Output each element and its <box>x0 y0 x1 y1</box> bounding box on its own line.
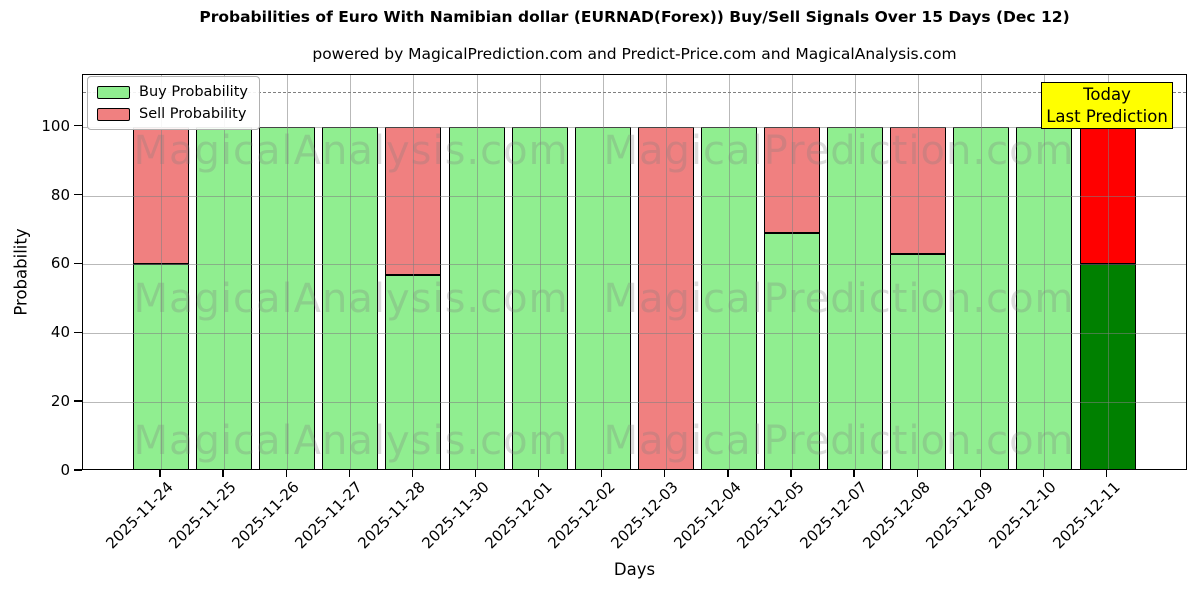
x-tick-label: 2025-11-28 <box>354 478 430 553</box>
gridline <box>539 75 541 469</box>
legend-item-sell: Sell Probability <box>97 106 248 122</box>
x-tick-mark <box>411 470 414 477</box>
today-annotation-line1: Today <box>1083 85 1131 104</box>
x-tick-mark <box>664 470 666 477</box>
x-tick-mark <box>348 470 350 477</box>
gridline <box>602 75 604 469</box>
y-tick-mark <box>74 193 82 196</box>
watermark-text: MagicalAnalysis.com <box>133 276 569 322</box>
watermark-text: MagicalPrediction.com <box>603 276 1075 322</box>
threshold-line <box>83 92 1186 94</box>
today-annotation-line2: Last Prediction <box>1046 107 1168 126</box>
gridline <box>161 75 162 469</box>
watermark-text: MagicalPrediction.com <box>603 128 1075 174</box>
x-tick-mark <box>159 470 161 477</box>
x-tick-label: 2025-12-05 <box>733 478 808 553</box>
watermark-text: MagicalAnalysis.com <box>133 418 569 464</box>
y-tick-mark <box>74 262 82 265</box>
legend-label-buy: Buy Probability <box>139 84 248 100</box>
x-tick-label: 2025-11-27 <box>291 478 367 553</box>
y-tick-label: 100 <box>41 116 70 135</box>
x-tick-mark <box>853 470 855 477</box>
x-tick-mark <box>979 470 981 477</box>
gridline <box>665 75 667 469</box>
x-tick-mark <box>1105 470 1108 477</box>
x-tick-mark <box>727 470 729 477</box>
x-tick-label: 2025-12-03 <box>607 478 682 553</box>
x-tick-label: 2025-11-24 <box>102 478 177 553</box>
x-tick-label: 2025-11-26 <box>228 478 303 553</box>
gridline <box>855 75 857 469</box>
plot-area: MagicalAnalysis.com MagicalPrediction.com… <box>82 74 1187 470</box>
x-tick-mark <box>916 470 918 477</box>
x-axis-label: Days <box>613 560 656 579</box>
y-tick-mark <box>74 400 82 402</box>
gridline <box>1044 75 1046 469</box>
x-tick-mark <box>285 470 287 477</box>
x-tick-label: 2025-12-10 <box>985 478 1061 553</box>
gridline <box>83 195 1186 197</box>
gridline <box>287 75 289 469</box>
x-tick-mark <box>222 470 224 477</box>
x-tick-label: 2025-11-25 <box>165 478 240 553</box>
gridline <box>728 75 730 469</box>
y-tick-label: 40 <box>50 323 70 342</box>
x-tick-label: 2025-12-01 <box>480 478 556 553</box>
gridline <box>476 75 478 469</box>
gridline <box>83 264 1186 266</box>
gridline <box>918 75 920 469</box>
x-tick-mark <box>601 470 603 477</box>
legend-item-buy: Buy Probability <box>97 84 248 100</box>
x-tick-label: 2025-12-08 <box>859 478 934 553</box>
x-tick-label: 2025-12-09 <box>922 478 998 553</box>
gridline <box>83 402 1186 404</box>
x-tick-mark <box>1042 470 1045 477</box>
chart-title: Probabilities of Euro With Namibian doll… <box>199 8 1070 26</box>
x-tick-label: 2025-12-07 <box>796 478 871 553</box>
gridline <box>792 75 793 469</box>
y-tick-mark <box>74 331 82 333</box>
legend-label-sell: Sell Probability <box>139 106 247 122</box>
gridline <box>83 126 1186 128</box>
gridline <box>350 75 352 469</box>
watermark-text: MagicalAnalysis.com <box>133 128 569 174</box>
gridline <box>981 75 983 469</box>
x-tick-label: 2025-12-02 <box>544 478 619 553</box>
today-annotation: Today Last Prediction <box>1041 82 1173 129</box>
y-tick-label: 80 <box>50 185 70 204</box>
x-tick-mark <box>474 470 477 477</box>
gridline <box>83 333 1186 335</box>
y-tick-label: 20 <box>50 392 70 411</box>
y-tick-mark <box>74 124 82 127</box>
x-tick-label: 2025-11-30 <box>417 478 493 553</box>
x-tick-mark <box>790 470 792 477</box>
buy-probability-swatch-icon <box>97 85 130 99</box>
x-tick-label: 2025-12-11 <box>1048 478 1124 553</box>
x-tick-label: 2025-12-04 <box>670 478 745 553</box>
gridline <box>224 75 226 469</box>
sell-probability-swatch-icon <box>97 107 130 121</box>
chart-subtitle: powered by MagicalPrediction.com and Pre… <box>312 45 957 63</box>
y-tick-mark <box>74 469 82 471</box>
y-tick-label: 60 <box>50 254 70 273</box>
plot-canvas: MagicalAnalysis.com MagicalPrediction.com… <box>83 75 1186 469</box>
gridline <box>413 75 415 469</box>
gridline <box>1107 75 1109 469</box>
legend: Buy Probability Sell Probability <box>87 76 260 130</box>
x-tick-mark <box>537 470 540 477</box>
y-tick-label: 0 <box>60 461 70 479</box>
watermark-text: MagicalPrediction.com <box>603 418 1075 464</box>
